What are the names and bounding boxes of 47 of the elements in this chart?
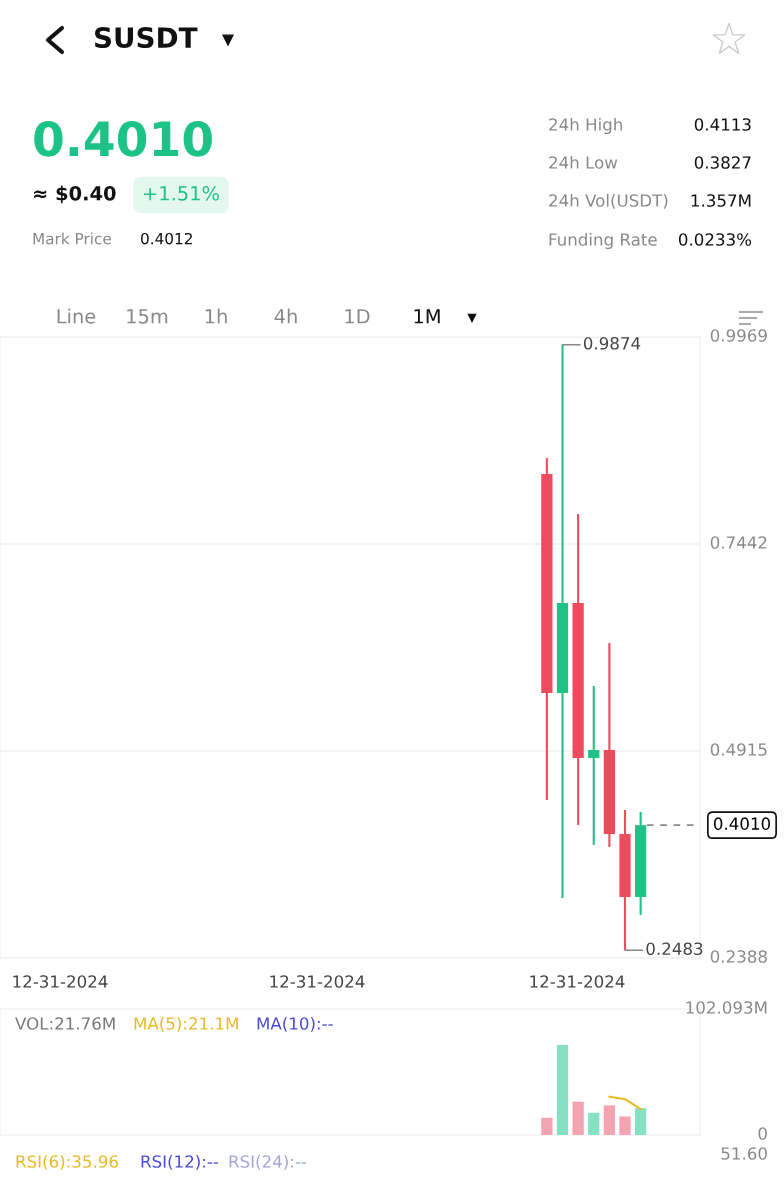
text: SUSDT <box>94 27 198 49</box>
text: ≈ $0.40 <box>34 185 116 204</box>
bar <box>635 1108 647 1135</box>
bar <box>556 1044 569 1135</box>
text: Mark Price <box>33 232 111 245</box>
text: 0.0233% <box>678 233 752 246</box>
text: Line <box>57 308 96 324</box>
candlestick <box>588 684 600 846</box>
y-tick-label: 0.7442 <box>710 536 767 549</box>
text: 12-31-2024 <box>270 975 365 988</box>
text: 1D <box>345 309 370 324</box>
text: 1.357M <box>691 194 751 207</box>
text: RSI(12):-- <box>141 1154 219 1170</box>
annotation: 0.2483 <box>646 942 703 956</box>
text: RSI(6):35.96 <box>16 1154 118 1170</box>
text: +1.51% <box>144 185 219 201</box>
text: 24h High <box>549 117 622 135</box>
text: 0.3827 <box>694 156 751 169</box>
text: 0.4010 <box>34 120 212 157</box>
y-tick-label: 0.9969 <box>710 329 767 342</box>
y-tick-label: 0.4915 <box>710 743 767 756</box>
text: 24h Low <box>549 155 618 169</box>
text: 1M <box>414 309 440 324</box>
y-tick-label: 102.093M <box>686 1001 767 1014</box>
y-tick-label: 0.2388 <box>710 950 767 963</box>
text: 1h <box>205 308 227 324</box>
y-tick-label: 0 <box>758 1127 767 1140</box>
annotation: 0.9874 <box>583 337 641 350</box>
bar <box>588 1112 600 1135</box>
text: RSI(24):-- <box>229 1154 307 1170</box>
text: VOL:21.76M <box>15 1017 115 1030</box>
bar <box>619 1116 631 1135</box>
text: 0.4113 <box>694 118 751 131</box>
text: MA(5):21.1M <box>134 1016 238 1032</box>
text: 51.60 <box>721 1147 767 1160</box>
text: 0.4012 <box>141 232 192 245</box>
text: 4h <box>274 308 297 324</box>
bar <box>603 1105 615 1135</box>
ref-line-label: 0.4010 <box>713 817 771 830</box>
text: Funding Rate <box>549 232 657 250</box>
bar <box>541 1117 553 1135</box>
text: 24h Vol(USDT) <box>549 193 668 209</box>
text: 15m <box>127 309 168 324</box>
bar <box>572 1101 584 1135</box>
text: 12-31-2024 <box>530 975 625 988</box>
text: MA(10):-- <box>257 1016 333 1032</box>
text: 12-31-2024 <box>13 975 108 988</box>
